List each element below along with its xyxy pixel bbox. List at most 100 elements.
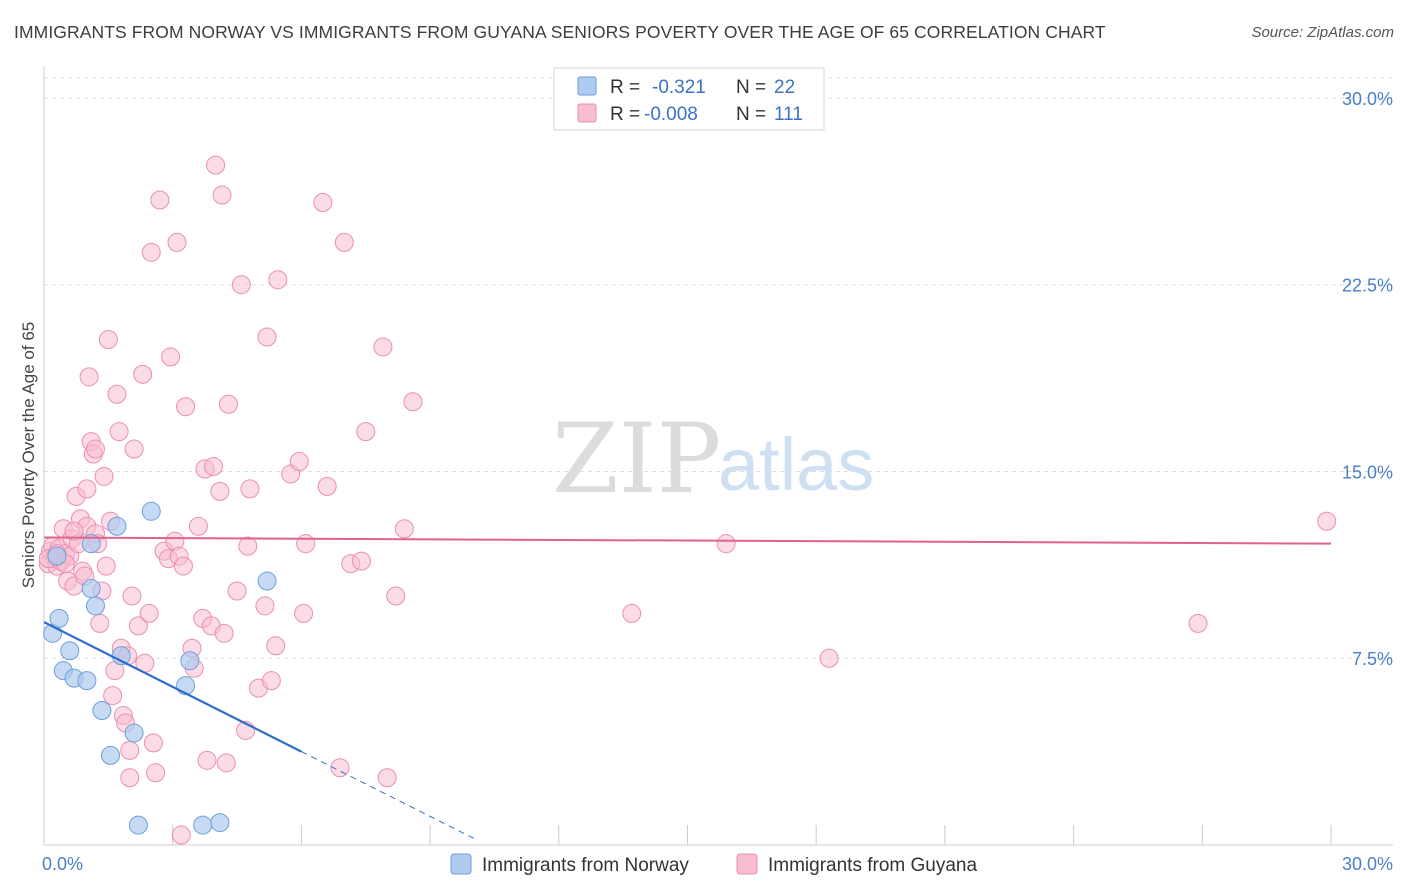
norway-trend-line	[43, 621, 302, 753]
norway-point	[92, 701, 112, 721]
legend-norway-n-label: N =	[736, 77, 766, 98]
guyana-point	[206, 155, 226, 175]
guyana-point	[161, 347, 181, 367]
norway-point	[81, 579, 101, 599]
norway-point	[210, 813, 230, 833]
guyana-point	[373, 337, 393, 357]
guyana-point	[146, 763, 166, 783]
norway-point	[100, 745, 120, 765]
guyana-point	[64, 521, 84, 541]
guyana-point	[216, 753, 236, 773]
series-legend-label-norway: Immigrants from Norway	[482, 855, 689, 876]
correlation-legend: R = -0.321 N = 22 R = -0.008 N = 111	[553, 67, 825, 131]
norway-point	[176, 676, 196, 696]
guyana-point	[296, 534, 316, 554]
guyana-point	[203, 456, 223, 476]
legend-swatch-guyana	[577, 103, 597, 123]
legend-guyana-r-label: R =	[610, 104, 640, 125]
legend-norway-r-value: -0.321	[652, 77, 706, 98]
guyana-point	[294, 603, 314, 623]
x-tick-label: 30.0%	[1342, 854, 1393, 874]
guyana-point	[120, 740, 140, 760]
guyana-point	[255, 596, 275, 616]
series-legend-label-guyana: Immigrants from Guyana	[768, 855, 977, 876]
guyana-point	[351, 551, 371, 571]
norway-point	[257, 571, 277, 591]
watermark-atlas: atlas	[718, 423, 874, 506]
guyana-point	[231, 275, 251, 295]
legend-guyana-n-label: N =	[736, 104, 766, 125]
norway-point	[180, 651, 200, 671]
guyana-point	[98, 329, 118, 349]
gridlines	[44, 77, 1393, 659]
chart-title: IMMIGRANTS FROM NORWAY VS IMMIGRANTS FRO…	[14, 22, 1106, 42]
guyana-point	[377, 768, 397, 788]
norway-point	[124, 723, 144, 743]
guyana-point	[171, 825, 191, 845]
guyana-point	[167, 232, 187, 252]
guyana-point	[212, 185, 232, 205]
guyana-point	[257, 327, 277, 347]
guyana-point	[403, 392, 423, 412]
guyana-point	[227, 581, 247, 601]
guyana-point	[356, 422, 376, 442]
guyana-point	[1317, 511, 1337, 531]
guyana-point	[79, 367, 99, 387]
guyana-point	[289, 452, 309, 471]
guyana-point	[124, 439, 144, 459]
guyana-point	[317, 476, 337, 496]
guyana-point	[386, 586, 406, 606]
guyana-point	[173, 556, 193, 576]
norway-point	[60, 641, 80, 661]
series-legend-swatch-guyana	[736, 853, 758, 875]
guyana-point	[394, 519, 414, 539]
guyana-point	[266, 636, 286, 656]
guyana-point	[122, 586, 142, 606]
x-ticks: 0.0% 30.0%	[42, 854, 1393, 874]
guyana-point	[103, 686, 123, 706]
guyana-point	[133, 364, 153, 384]
guyana-point	[141, 242, 161, 262]
norway-trend-extension	[301, 751, 478, 841]
y-ticks: 7.5% 15.0% 22.5% 30.0%	[1342, 89, 1393, 669]
guyana-point	[330, 758, 350, 778]
guyana-point	[109, 422, 129, 442]
guyana-point	[197, 750, 217, 770]
series-legend-swatch-norway	[450, 853, 472, 875]
watermark-zip: ZIP	[552, 403, 721, 515]
source-credit: Source: ZipAtlas.com	[1251, 24, 1394, 41]
norway-point	[85, 596, 105, 616]
legend-guyana-r-value: -0.008	[644, 104, 698, 125]
guyana-point	[240, 479, 260, 499]
guyana-point	[819, 648, 839, 668]
guyana-point	[716, 534, 736, 554]
guyana-point	[90, 613, 110, 633]
y-tick-label: 30.0%	[1342, 89, 1393, 109]
trend-lines	[43, 536, 1332, 841]
y-tick-label: 15.0%	[1342, 462, 1393, 482]
guyana-point	[268, 270, 288, 290]
norway-point	[47, 546, 67, 566]
norway-point	[49, 608, 69, 628]
guyana-trend-line	[43, 536, 1332, 545]
norway-point	[141, 501, 161, 521]
guyana-point	[120, 768, 140, 788]
guyana-point	[1188, 613, 1208, 633]
guyana-point	[622, 603, 642, 623]
guyana-point	[238, 536, 258, 556]
norway-point	[193, 815, 213, 835]
y-tick-label: 7.5%	[1352, 649, 1393, 669]
guyana-point	[94, 466, 114, 486]
x-tick-label: 0.0%	[42, 854, 83, 874]
legend-guyana-n-value: 111	[774, 104, 803, 125]
norway-point	[77, 671, 97, 691]
guyana-point	[334, 232, 354, 252]
guyana-point	[218, 394, 238, 414]
axes	[43, 66, 1393, 846]
guyana-point	[150, 190, 170, 210]
guyana-point	[139, 603, 159, 623]
watermark: ZIP atlas	[552, 403, 874, 515]
y-axis-label: Seniors Poverty Over the Age of 65	[19, 322, 38, 588]
guyana-point	[128, 616, 148, 636]
